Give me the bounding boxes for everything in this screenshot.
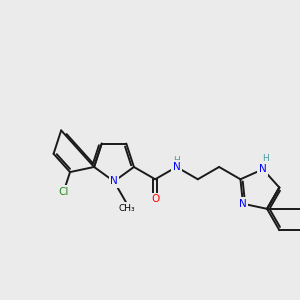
- Text: Cl: Cl: [58, 187, 69, 197]
- Text: N: N: [259, 164, 267, 174]
- Text: O: O: [151, 194, 159, 204]
- Text: CH₃: CH₃: [118, 204, 135, 213]
- Text: N: N: [172, 162, 180, 172]
- Text: H: H: [173, 156, 180, 165]
- Text: N: N: [239, 199, 247, 209]
- Text: N: N: [110, 176, 118, 186]
- Text: H: H: [262, 154, 268, 163]
